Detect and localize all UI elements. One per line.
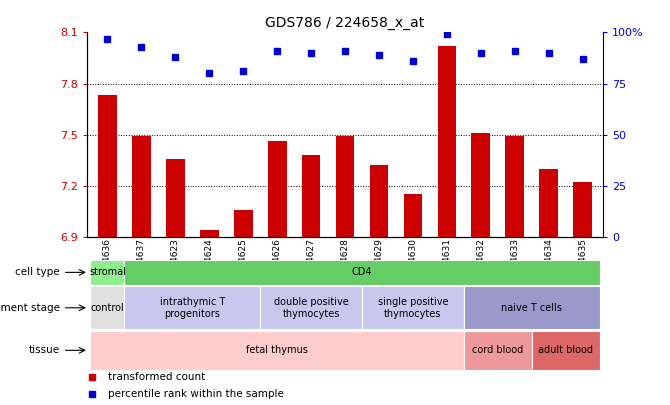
Bar — [464, 331, 532, 370]
Text: single positive
thymocytes: single positive thymocytes — [378, 297, 448, 319]
Text: double positive
thymocytes: double positive thymocytes — [274, 297, 348, 319]
Text: adult blood: adult blood — [538, 345, 593, 355]
Bar — [234, 210, 253, 237]
Text: naive T cells: naive T cells — [501, 303, 562, 313]
Bar — [505, 136, 524, 237]
Bar — [336, 136, 354, 237]
Bar — [200, 230, 218, 237]
Text: development stage: development stage — [0, 303, 85, 313]
Text: transformed count: transformed count — [108, 372, 205, 382]
Bar — [370, 165, 389, 237]
Bar — [90, 286, 125, 329]
Bar — [362, 286, 464, 329]
Text: tissue: tissue — [29, 345, 85, 355]
Text: percentile rank within the sample: percentile rank within the sample — [108, 390, 283, 399]
Text: cell type: cell type — [15, 267, 85, 277]
Bar — [472, 133, 490, 237]
Bar — [574, 182, 592, 237]
Bar — [539, 169, 558, 237]
Text: cord blood: cord blood — [472, 345, 523, 355]
Bar — [260, 286, 362, 329]
Bar — [90, 331, 464, 370]
Bar — [438, 46, 456, 237]
Text: intrathymic T
progenitors: intrathymic T progenitors — [159, 297, 225, 319]
Text: control: control — [90, 303, 125, 313]
Text: fetal thymus: fetal thymus — [247, 345, 308, 355]
Text: stromal: stromal — [89, 267, 126, 277]
Bar — [90, 260, 125, 285]
Title: GDS786 / 224658_x_at: GDS786 / 224658_x_at — [265, 16, 425, 30]
Bar — [125, 286, 260, 329]
Bar — [403, 194, 422, 237]
Bar — [532, 331, 600, 370]
Bar — [302, 155, 320, 237]
Text: CD4: CD4 — [352, 267, 373, 277]
Bar — [132, 136, 151, 237]
Bar — [166, 158, 185, 237]
Bar — [464, 286, 600, 329]
Bar — [268, 141, 287, 237]
Bar — [98, 96, 117, 237]
